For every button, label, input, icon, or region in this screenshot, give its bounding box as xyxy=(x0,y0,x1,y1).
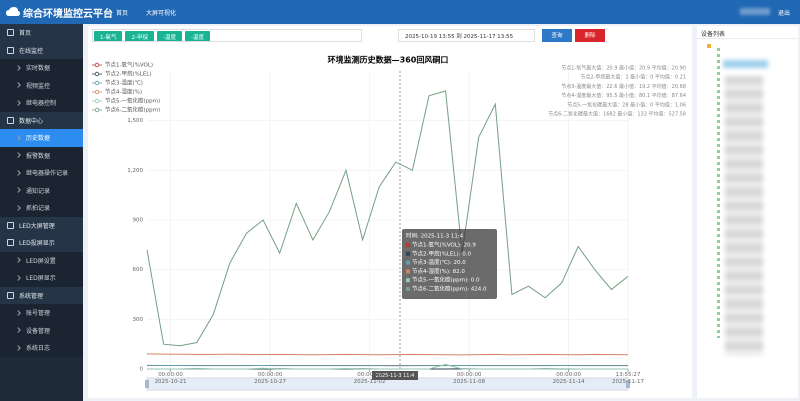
menu-item[interactable]: 账号管理 xyxy=(0,304,83,322)
nav-link[interactable]: 大屏可视化 xyxy=(146,10,177,17)
legend-symbol xyxy=(94,107,100,113)
menu-item[interactable]: LED屏显示 xyxy=(0,269,83,287)
tooltip-line: 节点1-氧气(%VOL): 20.9 xyxy=(412,241,476,249)
logo xyxy=(6,7,20,16)
node-select[interactable]: 1-氧气 2-甲烷 -温度 -温度 xyxy=(92,29,362,42)
x-tick-label: 00:00:00 2025-11-02 xyxy=(353,372,386,385)
menu-item[interactable]: 抓拍记录 xyxy=(0,199,83,217)
tooltip-dot xyxy=(406,260,410,265)
y-tick-label: 1,200 xyxy=(127,168,143,174)
tree-icon xyxy=(707,44,711,48)
blurred-user xyxy=(740,8,770,15)
legend-symbol xyxy=(94,71,100,77)
legend-label[interactable]: 节点4-湿度(%) xyxy=(105,88,142,96)
menu-group[interactable]: 数据中心 xyxy=(0,111,83,129)
tree-lines xyxy=(717,48,720,338)
node-chip: -温度 xyxy=(156,31,182,41)
stat-line: 节点6-二氧化碳最大值：1682 最小值：133 平均值：527.58 xyxy=(548,111,686,118)
series-line xyxy=(146,353,629,356)
device-panel: 设备列表 xyxy=(697,26,798,398)
legend-symbol xyxy=(94,62,100,68)
legend-symbol xyxy=(94,80,100,86)
stat-line: 节点2-甲烷最大值：1 最小值：0 平均值：0.21 xyxy=(580,74,686,81)
menu-item[interactable]: LED屏设置 xyxy=(0,251,83,269)
menu-item[interactable]: 历史数据 xyxy=(0,129,83,147)
legend-label[interactable]: 节点2-甲烷(%LEL) xyxy=(105,70,152,78)
tooltip-line: 节点3-温度(℃): 20.0 xyxy=(412,258,466,266)
y-tick-label: 600 xyxy=(133,267,144,273)
sidebar: 首页 在线监控 实时数据 视频监控 继电器控制 数据中心 历史数据 报警数据 继电器操作记录 通知… xyxy=(0,24,83,401)
x-tick-label: 00:00:00 2025-11-08 xyxy=(453,372,486,385)
tooltip-dot xyxy=(406,278,410,283)
zoom-handle[interactable] xyxy=(145,380,149,388)
node-chip: 1-氧气 xyxy=(94,31,123,41)
menu-item[interactable]: 系统日志 xyxy=(0,339,83,357)
tooltip-line: 节点5-一氧化碳(ppm): 0.0 xyxy=(412,276,480,284)
delete-button[interactable]: 删除 xyxy=(575,29,605,42)
y-tick-label: 1,500 xyxy=(127,118,143,124)
stat-line: 节点3-温度最大值：22.6 最小值：19.2 平均值：20.68 xyxy=(561,83,686,90)
tooltip-line: 节点2-甲烷(%LEL): 0.0 xyxy=(412,249,471,257)
menu-item[interactable]: 视频监控 xyxy=(0,76,83,94)
chart-title: 环境监测历史数据—360回风硐口 xyxy=(328,55,449,65)
blurred-item xyxy=(723,60,768,68)
axis-pointer-box xyxy=(372,371,418,380)
x-tick-label: 13:55:27 2025-11-17 xyxy=(612,372,644,385)
menu-group[interactable]: 首页 xyxy=(0,24,83,42)
series-line xyxy=(147,363,628,370)
menu-item[interactable]: 继电器控制 xyxy=(0,94,83,112)
x-tick-label: 00:00:00 2025-10-27 xyxy=(254,372,287,385)
menu-item[interactable]: 报警数据 xyxy=(0,146,83,164)
menu-group[interactable]: 系统管理 xyxy=(0,286,83,304)
menu-group[interactable]: LED投屏显示 xyxy=(0,234,83,252)
stat-line: 节点5-一氧化碳最大值：28 最小值：0 平均值：1.06 xyxy=(567,101,686,108)
top-bar: 综合环境监控云平台 首页 大屏可视化 退出 xyxy=(0,0,800,24)
stat-line: 节点1-氧气最大值：20.9 最小值：20.9 平均值：20.90 xyxy=(561,65,686,72)
menu-group[interactable]: 在线监控 xyxy=(0,41,83,59)
x-tick-label: 00:00:00 2025-11-14 xyxy=(552,372,585,385)
tooltip xyxy=(402,229,497,299)
tooltip-dot xyxy=(406,243,410,247)
blurred-list xyxy=(725,76,763,356)
node-chip: -温度 xyxy=(184,31,210,41)
menu-item[interactable]: 设备管理 xyxy=(0,321,83,339)
node-chip: 2-甲烷 xyxy=(125,31,154,41)
tooltip-line: 节点6-二氧化碳(ppm): 424.0 xyxy=(412,285,487,293)
menu-item[interactable]: 通知记录 xyxy=(0,181,83,199)
tooltip-dot xyxy=(406,269,410,274)
menu-item[interactable]: 继电器操作记录 xyxy=(0,164,83,182)
zoom-handle[interactable] xyxy=(626,380,630,388)
legend-label[interactable]: 节点3-温度(℃) xyxy=(105,79,143,87)
menu-item[interactable]: 实时数据 xyxy=(0,59,83,77)
nav-link[interactable]: 首页 xyxy=(116,10,129,17)
zoom-range[interactable] xyxy=(147,378,628,390)
y-tick-label: 0 xyxy=(140,367,144,373)
tooltip-dot xyxy=(406,287,410,291)
divider xyxy=(697,38,798,39)
device-title: 设备列表 xyxy=(701,31,726,38)
tooltip-line: 节点4-湿度(%): 82.0 xyxy=(412,267,465,275)
legend-label[interactable]: 节点5-一氧化碳(ppm) xyxy=(105,97,160,105)
y-tick-label: 300 xyxy=(133,317,144,323)
query-button[interactable]: 查询 xyxy=(542,29,572,42)
axis-pointer-label: 2025-11-3 11:4 xyxy=(376,373,415,379)
toolbar: 1-氧气 2-甲烷 -温度 -温度 2025-10-19 13:55 到 2025-1… xyxy=(88,26,692,45)
app-title: 综合环境监控云平台 xyxy=(23,9,113,20)
series-line xyxy=(146,90,629,347)
tooltip-dot xyxy=(406,251,410,256)
legend-symbol xyxy=(94,89,100,95)
x-tick-label: 00:00:00 2025-10-21 xyxy=(154,372,187,385)
y-tick-label: 900 xyxy=(133,218,144,224)
menu-group[interactable]: LED大屏管理 xyxy=(0,216,83,234)
tooltip-time: 时间: 2025-11-3 11:4 xyxy=(406,232,464,240)
chart-panel xyxy=(88,45,692,398)
logout[interactable]: 退出 xyxy=(778,10,791,17)
legend-symbol xyxy=(94,98,100,104)
legend-label[interactable]: 节点1-氧气(%VOL) xyxy=(105,61,153,69)
legend-label[interactable]: 节点6-二氧化碳(ppm) xyxy=(105,106,160,114)
stat-line: 节点4-湿度最大值：95.5 最小值：80.1 平均值：87.64 xyxy=(561,92,686,99)
date-range[interactable]: 2025-10-19 13:55 到 2025-11-17 13:55 xyxy=(398,29,535,42)
